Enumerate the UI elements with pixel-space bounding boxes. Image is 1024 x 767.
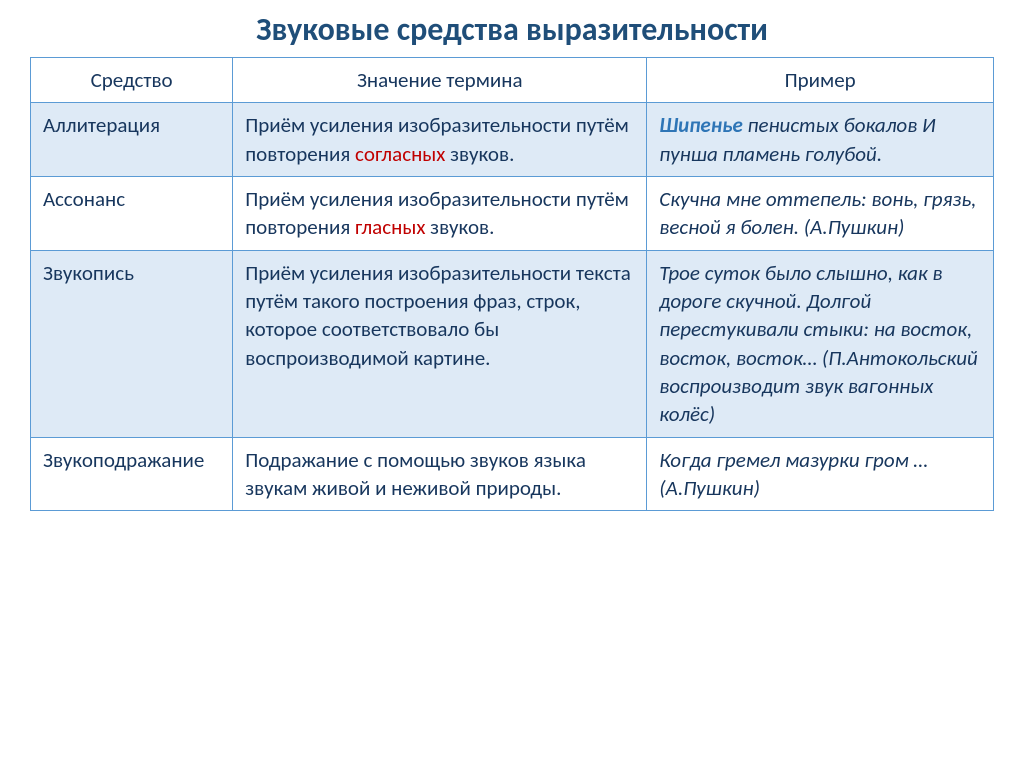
term-cell: Звукопись [31, 250, 233, 437]
definition-cell: Приём усиления изобразительности путём п… [233, 103, 647, 177]
col-header-definition: Значение термина [233, 58, 647, 103]
def-text: Подражание с помощью звуков языка звукам… [245, 447, 586, 501]
example-text: Трое суток было слышно, как в дороге ску… [659, 260, 978, 428]
example-bold: Шипенье [659, 112, 742, 138]
table-row: Аллитерация Приём усиления изобразительн… [31, 103, 994, 177]
term-cell: Ассонанс [31, 177, 233, 251]
example-cell: Трое суток было слышно, как в дороге ску… [647, 250, 994, 437]
page-title: Звуковые средства выразительности [30, 10, 994, 49]
definition-cell: Подражание с помощью звуков языка звукам… [233, 437, 647, 511]
example-cell: Когда гремел мазурки гром …(А.Пушкин) [647, 437, 994, 511]
definition-cell: Приём усиления изобразительности текста … [233, 250, 647, 437]
term-cell: Звукоподражание [31, 437, 233, 511]
col-header-example: Пример [647, 58, 994, 103]
def-highlight: гласных [355, 214, 425, 240]
def-text: звуков. [425, 214, 494, 240]
def-text: звуков. [445, 141, 514, 167]
def-text: Приём усиления изобразительности текста … [245, 260, 631, 371]
term-cell: Аллитерация [31, 103, 233, 177]
def-highlight: согласных [355, 141, 445, 167]
table-row: Звукоподражание Подражание с помощью зву… [31, 437, 994, 511]
col-header-term: Средство [31, 58, 233, 103]
table-header-row: Средство Значение термина Пример [31, 58, 994, 103]
terms-table: Средство Значение термина Пример Аллитер… [30, 57, 994, 511]
example-cell: Скучна мне оттепель: вонь, грязь, весной… [647, 177, 994, 251]
page: Звуковые средства выразительности Средст… [0, 0, 1024, 521]
example-cell: Шипенье пенистых бокалов И пунша пламень… [647, 103, 994, 177]
example-text: Когда гремел мазурки гром …(А.Пушкин) [659, 447, 928, 501]
table-row: Ассонанс Приём усиления изобразительност… [31, 177, 994, 251]
table-row: Звукопись Приём усиления изобразительнос… [31, 250, 994, 437]
example-text: Скучна мне оттепель: вонь, грязь, весной… [659, 186, 976, 240]
definition-cell: Приём усиления изобразительности путём п… [233, 177, 647, 251]
